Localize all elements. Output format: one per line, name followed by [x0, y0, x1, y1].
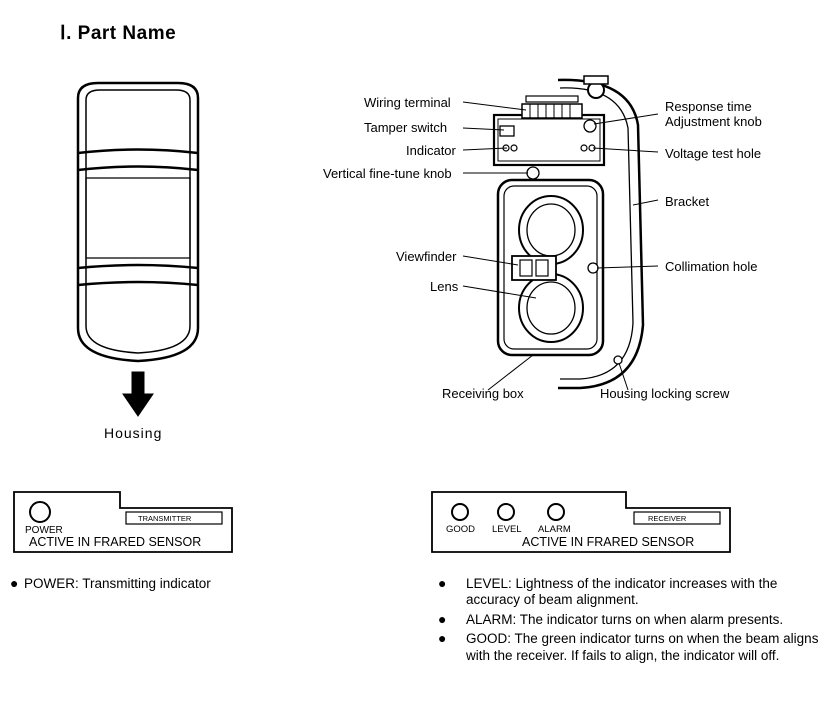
- section-title: Ⅰ. Part Name: [60, 22, 176, 45]
- label-voltage-test: Voltage test hole: [665, 146, 761, 161]
- label-wiring-terminal: Wiring terminal: [364, 95, 451, 110]
- label-response-time: Response time: [665, 99, 752, 114]
- level-description: ●LEVEL: Lightness of the indicator incre…: [452, 575, 824, 609]
- label-lens: Lens: [430, 279, 458, 294]
- rx-alarm-label: ALARM: [538, 524, 571, 535]
- power-description: ●POWER: Transmitting indicator: [10, 575, 211, 591]
- label-bracket: Bracket: [665, 194, 709, 209]
- label-locking-screw: Housing locking screw: [600, 386, 729, 401]
- rx-level-label: LEVEL: [492, 524, 522, 535]
- label-tamper-switch: Tamper switch: [364, 120, 447, 135]
- label-collimation: Collimation hole: [665, 259, 758, 274]
- alarm-description: ●ALARM: The indicator turns on when alar…: [452, 611, 824, 628]
- tx-tab-label: TRANSMITTER: [138, 514, 192, 523]
- label-indicator: Indicator: [406, 143, 456, 158]
- rx-good-label: GOOD: [446, 524, 475, 535]
- label-viewfinder: Viewfinder: [396, 249, 456, 264]
- receiver-panel: GOOD LEVEL ALARM RECEIVER ACTIVE IN FRAR…: [430, 490, 732, 555]
- label-adjustment-knob: Adjustment knob: [665, 114, 762, 129]
- label-vertical-knob: Vertical fine-tune knob: [323, 166, 452, 181]
- good-description: ●GOOD: The green indicator turns on when…: [452, 630, 824, 664]
- bullet-icon: ●: [452, 575, 466, 592]
- transmitter-panel: POWER TRANSMITTER ACTIVE IN FRARED SENSO…: [12, 490, 234, 555]
- rx-tab-label: RECEIVER: [648, 514, 687, 523]
- housing-label: Housing: [104, 425, 162, 441]
- bullet-icon: ●: [10, 575, 24, 591]
- receiver-descriptions: ●LEVEL: Lightness of the indicator incre…: [452, 575, 824, 666]
- rx-title: ACTIVE IN FRARED SENSOR: [522, 535, 694, 549]
- bullet-icon: ●: [452, 630, 466, 647]
- bullet-icon: ●: [452, 611, 466, 628]
- label-receiving-box: Receiving box: [442, 386, 524, 401]
- tx-title: ACTIVE IN FRARED SENSOR: [29, 535, 201, 549]
- housing-diagram: [38, 78, 238, 421]
